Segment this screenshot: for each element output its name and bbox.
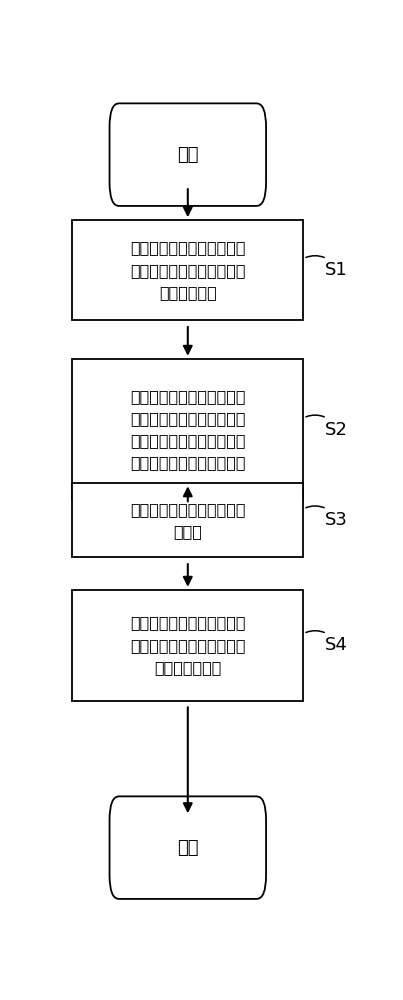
Bar (72, 359, 303, 500)
Bar (72, 590, 303, 701)
Text: S3: S3 (325, 511, 348, 529)
Bar (72, 483, 303, 557)
Text: 根据所述输出轴转速控制过
程，确定预设参数，所述预
设参数是影响被控发动机系
统和发电机系统的输出变量: 根据所述输出轴转速控制过 程，确定预设参数，所述预 设参数是影响被控发动机系 统… (130, 389, 245, 470)
FancyBboxPatch shape (110, 103, 266, 206)
Text: S1: S1 (325, 261, 347, 279)
Text: S4: S4 (325, 636, 348, 654)
Text: 结束: 结束 (177, 839, 199, 857)
Text: 确认混合动力汽车的发动机
系统和发电机系统的输出轴
转速控制过程: 确认混合动力汽车的发动机 系统和发电机系统的输出轴 转速控制过程 (130, 240, 245, 300)
Text: S2: S2 (325, 421, 348, 439)
Bar (72, 220, 303, 320)
Text: 根据所述输出转矩，选择切
换发动机系统及发电机系统
的转矩控制方法: 根据所述输出转矩，选择切 换发动机系统及发电机系统 的转矩控制方法 (130, 615, 245, 675)
Text: 开始: 开始 (177, 146, 199, 164)
FancyBboxPatch shape (110, 796, 266, 899)
Text: 根据所述输出变量，计算输
出转矩: 根据所述输出变量，计算输 出转矩 (130, 502, 245, 539)
